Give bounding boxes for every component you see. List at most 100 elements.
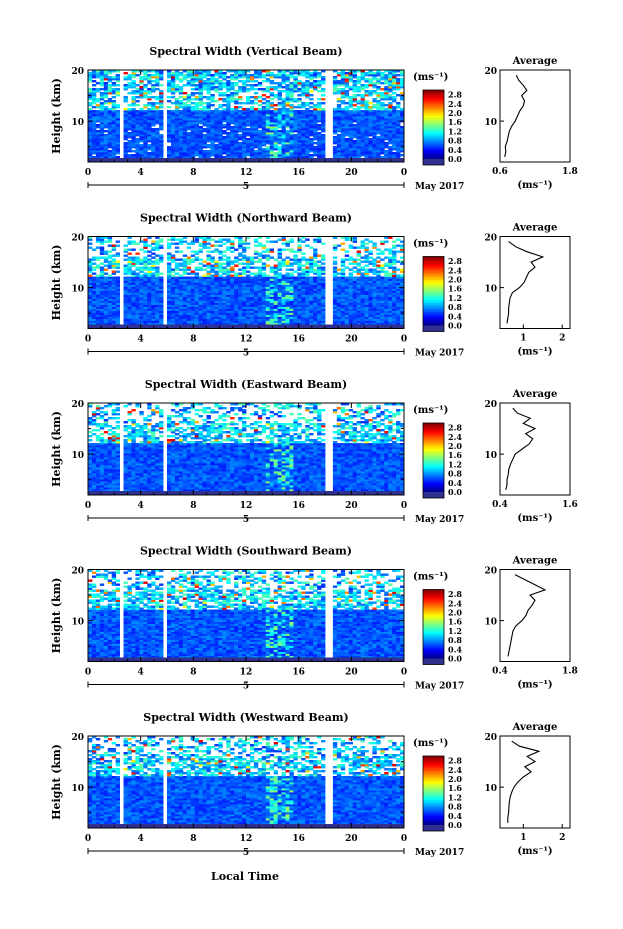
heatmap-cell xyxy=(281,302,286,305)
heatmap-cell xyxy=(103,118,109,121)
heatmap-cell xyxy=(107,146,113,149)
heatmap-cell xyxy=(127,306,132,309)
heatmap-cell xyxy=(194,134,199,137)
heatmap-cell xyxy=(230,146,235,149)
heatmap-cell xyxy=(246,306,251,309)
heatmap-cell xyxy=(305,104,310,107)
heatmap-cell xyxy=(238,294,243,297)
heatmap-cell xyxy=(293,300,298,303)
heatmap-cell xyxy=(376,124,381,127)
heatmap-cell xyxy=(202,128,207,131)
heatmap-cell xyxy=(222,86,227,89)
heatmap-cell xyxy=(210,134,215,137)
heatmap-cell xyxy=(91,282,97,285)
heatmap-cell xyxy=(194,84,199,87)
heatmap-cell xyxy=(242,310,247,313)
heatmap-cell xyxy=(305,316,310,319)
heatmap-cell xyxy=(301,70,306,73)
heatmap-cell xyxy=(261,322,267,325)
heatmap-cell xyxy=(376,128,381,131)
heatmap-cell xyxy=(103,278,109,281)
heatmap-cell xyxy=(147,140,152,143)
heatmap-cell xyxy=(249,102,255,105)
heatmap-cell xyxy=(218,304,223,307)
heatmap-cell xyxy=(111,152,117,155)
heatmap-cell xyxy=(107,300,113,303)
heatmap-cell xyxy=(194,302,199,305)
heatmap-cell xyxy=(301,310,306,313)
heatmap-cell xyxy=(384,128,389,131)
heatmap-cell xyxy=(273,138,278,141)
heatmap-cell xyxy=(147,148,152,151)
heatmap-cell xyxy=(238,146,243,149)
heatmap-cell xyxy=(218,110,223,113)
heatmap-cell xyxy=(297,152,302,155)
heatmap-cell xyxy=(238,98,243,101)
heatmap-cell xyxy=(174,312,180,315)
heatmap-cell xyxy=(273,126,278,129)
heatmap-cell xyxy=(206,302,211,305)
heatmap-cell xyxy=(143,276,148,279)
heatmap-cell xyxy=(396,118,401,121)
heatmap-cell xyxy=(214,148,219,151)
heatmap-cell xyxy=(178,322,184,325)
heatmap-cell xyxy=(174,142,180,145)
heatmap-cell xyxy=(321,136,326,139)
heatmap-cell xyxy=(139,280,144,283)
heatmap-cell xyxy=(99,118,105,121)
heatmap-cell xyxy=(273,270,278,273)
heatmap-cell xyxy=(135,96,140,99)
heatmap-cell xyxy=(139,88,144,91)
heatmap-cell xyxy=(257,96,263,99)
heatmap-cell xyxy=(139,122,144,125)
heatmap-cell xyxy=(167,314,172,317)
heatmap-cell xyxy=(214,264,219,267)
heatmap-cell xyxy=(230,244,235,247)
heatmap-cell xyxy=(202,240,207,243)
heatmap-cell xyxy=(269,118,275,121)
heatmap-cell xyxy=(301,138,306,141)
heatmap-cell xyxy=(186,122,192,125)
heatmap-cell xyxy=(214,128,219,131)
heatmap-cell xyxy=(246,320,251,323)
heatmap-cell xyxy=(265,152,271,155)
heatmap-cell xyxy=(91,300,97,303)
heatmap-cell xyxy=(376,72,381,75)
heatmap-cell xyxy=(127,144,132,147)
heatmap-cell xyxy=(210,148,215,151)
heatmap-cell xyxy=(95,304,101,307)
heatmap-cell xyxy=(336,118,342,121)
heatmap-cell xyxy=(131,302,136,305)
heatmap-cell xyxy=(277,260,282,263)
heatmap-cell xyxy=(360,138,365,141)
heatmap-cell xyxy=(261,106,267,109)
heatmap-cell xyxy=(210,88,215,91)
heatmap-cell xyxy=(257,104,263,107)
heatmap-cell xyxy=(107,322,113,325)
heatmap-cell xyxy=(95,322,101,325)
heatmap-cell xyxy=(234,260,239,263)
heatmap-cell xyxy=(174,72,180,75)
heatmap-cell xyxy=(230,284,235,287)
heatmap-cell xyxy=(269,278,275,281)
heatmap-cell xyxy=(305,82,310,85)
heatmap-cell xyxy=(178,144,184,147)
heatmap-cell xyxy=(135,316,140,319)
heatmap-cell xyxy=(143,320,148,323)
heatmap-cell xyxy=(139,278,144,281)
heatmap-cell xyxy=(91,70,97,73)
heatmap-cell xyxy=(384,82,389,85)
heatmap-cell xyxy=(214,250,219,253)
heatmap-cell xyxy=(139,304,144,307)
heatmap-cell xyxy=(246,148,251,151)
heatmap-cell xyxy=(356,122,361,125)
heatmap-cell xyxy=(218,284,223,287)
heatmap-cell xyxy=(198,258,203,261)
heatmap-cell xyxy=(265,286,271,289)
heatmap-cell xyxy=(281,300,286,303)
heatmap-cell xyxy=(99,134,105,137)
heatmap-cell xyxy=(372,116,377,119)
heatmap-cell xyxy=(253,130,259,133)
heatmap-cell xyxy=(257,272,263,275)
heatmap-cell xyxy=(380,152,385,155)
